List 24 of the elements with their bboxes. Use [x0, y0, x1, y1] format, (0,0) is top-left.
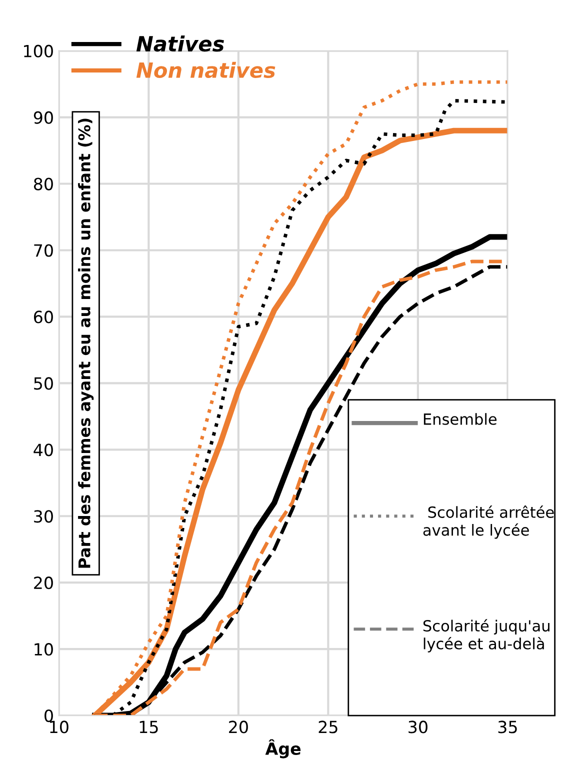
y-axis-title: Part des femmes ayant eu au moins un enfant (%) — [78, 118, 94, 568]
x-tick-label: 20 — [229, 720, 248, 734]
x-tick-label: 30 — [408, 720, 428, 734]
x-tick-label: 25 — [318, 720, 338, 734]
y-tick-label: 90 — [34, 111, 53, 124]
y-tick-label: 30 — [34, 510, 53, 523]
annotation: Scolarité arrêtée avant le lycée — [423, 506, 554, 539]
y-tick-label: 80 — [34, 178, 53, 190]
y-tick-label: 50 — [34, 377, 53, 390]
legend-label: Natives — [136, 36, 224, 52]
legend-label: Non natives — [136, 62, 276, 78]
y-tick-label: 100 — [24, 44, 53, 58]
x-axis-title: Âge — [265, 739, 301, 758]
y-tick-label: 10 — [34, 643, 53, 656]
x-tick-label: 15 — [140, 720, 158, 734]
annotation: Scolarité juqu'au lycée et au-delà — [423, 619, 550, 652]
y-tick-label: 40 — [34, 444, 53, 456]
y-tick-label: 20 — [34, 576, 53, 590]
y-tick-label: 0 — [44, 709, 53, 722]
x-tick-label: 35 — [498, 720, 517, 734]
y-tick-label: 70 — [34, 244, 53, 257]
x-tick-label: 10 — [50, 720, 68, 734]
annotation: Ensemble — [424, 413, 497, 425]
y-tick-label: 60 — [34, 310, 53, 324]
